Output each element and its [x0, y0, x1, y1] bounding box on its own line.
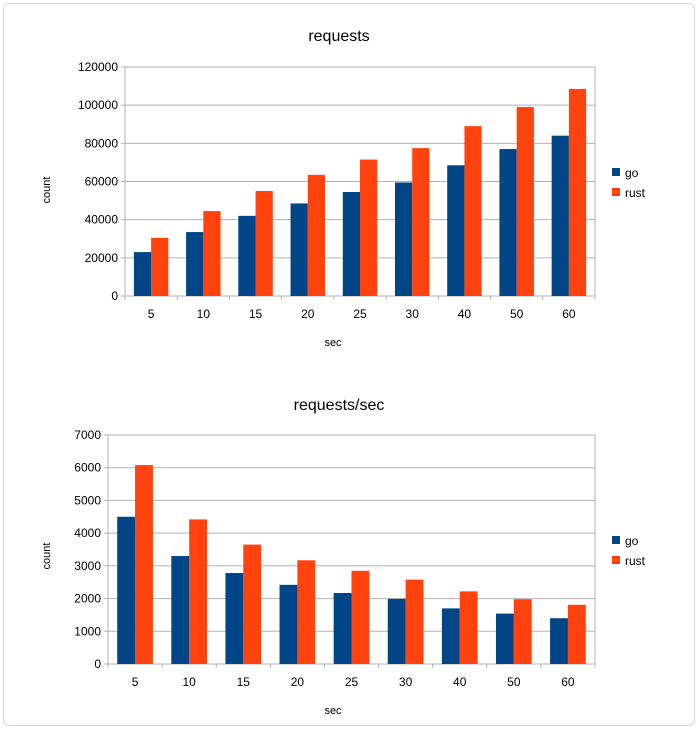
- bar-go: [342, 191, 360, 296]
- legend-label-go: go: [625, 534, 639, 548]
- bar-rust: [459, 591, 478, 664]
- x-tick-label: 20: [291, 675, 305, 689]
- y-tick-label: 1000: [74, 624, 101, 638]
- legend-swatch-rust: [612, 188, 620, 196]
- x-tick-label: 30: [406, 307, 420, 321]
- y-tick-label: 4000: [74, 526, 101, 540]
- x-tick-label: 20: [301, 307, 315, 321]
- bar-rust: [516, 107, 534, 296]
- y-axis-label: count: [41, 177, 53, 204]
- x-ticks: 5 10 15 20 25 30 40 50 60: [124, 296, 596, 321]
- y-tick-label: 6000: [74, 461, 101, 475]
- legend-swatch-go: [612, 168, 620, 176]
- y-tick-label: 120000: [78, 60, 118, 74]
- x-tick-label: 40: [458, 307, 472, 321]
- y-tick-label: 80000: [85, 136, 119, 150]
- x-tick-label: 10: [197, 307, 211, 321]
- bar-go: [290, 203, 308, 296]
- bar-rust: [297, 560, 316, 664]
- bar-rust: [351, 570, 370, 664]
- legend-swatch-rust: [612, 556, 620, 564]
- bar-go: [225, 573, 244, 664]
- y-tick-label: 40000: [85, 213, 119, 227]
- x-tick-label: 50: [507, 675, 521, 689]
- y-tick-label: 7000: [74, 428, 101, 442]
- bars: [133, 88, 587, 297]
- y-tick-label: 0: [94, 657, 101, 671]
- bar-go: [499, 149, 517, 296]
- legend-label-rust: rust: [625, 186, 646, 200]
- bar-rust: [513, 599, 532, 664]
- x-tick-label: 15: [249, 307, 263, 321]
- bar-go: [394, 182, 413, 296]
- bar-rust: [307, 174, 326, 296]
- x-tick-label: 25: [353, 307, 367, 321]
- bar-go: [550, 618, 568, 664]
- y-tick-label: 3000: [74, 559, 101, 573]
- bar-rust: [405, 579, 424, 664]
- bar-rust: [203, 211, 221, 296]
- bar-rust: [464, 126, 482, 297]
- bar-rust: [568, 88, 587, 296]
- y-tick-label: 2000: [74, 592, 101, 606]
- legend-label-go: go: [625, 166, 639, 180]
- bar-go: [279, 584, 298, 664]
- x-tick-label: 30: [399, 675, 413, 689]
- x-tick-label: 10: [182, 675, 196, 689]
- x-tick-label: 60: [561, 675, 575, 689]
- bar-go: [117, 516, 136, 664]
- bar-rust: [360, 159, 378, 296]
- y-ticks: 0 20000 40000 60000 80000 100000 120000: [78, 60, 125, 303]
- chart-title: requests/sec: [294, 397, 385, 414]
- legend: go rust: [612, 534, 646, 568]
- bar-go: [333, 593, 352, 664]
- x-axis-label: sec: [324, 705, 342, 717]
- bar-go: [441, 608, 460, 664]
- y-tick-label: 0: [111, 289, 118, 303]
- bar-rust: [135, 465, 153, 664]
- legend-label-rust: rust: [625, 554, 646, 568]
- y-tick-label: 100000: [78, 98, 118, 112]
- chart-title: requests: [308, 28, 369, 45]
- y-tick-label: 60000: [85, 175, 119, 189]
- bar-go: [238, 215, 256, 296]
- bar-rust: [255, 191, 273, 296]
- bars: [117, 465, 586, 664]
- y-ticks: 0 1000 2000 3000 4000 5000 6000 7000: [74, 428, 108, 671]
- y-tick-label: 20000: [85, 251, 119, 265]
- x-axis-label: sec: [324, 337, 342, 349]
- bar-go: [171, 556, 190, 664]
- bar-go: [387, 598, 406, 664]
- x-tick-label: 15: [237, 675, 251, 689]
- chart-requests-per-sec: requests/sec count sec 0 1000 2000 3000 4000…: [41, 397, 646, 717]
- x-tick-label: 40: [453, 675, 467, 689]
- bar-rust: [189, 519, 208, 664]
- x-tick-label: 5: [148, 307, 155, 321]
- x-tick-label: 5: [132, 675, 139, 689]
- chart-requests: requests count sec 0 20000 40000 60000 80000…: [41, 28, 646, 349]
- bar-rust: [567, 604, 586, 664]
- x-tick-label: 60: [562, 307, 576, 321]
- y-axis-label: count: [41, 543, 53, 570]
- bar-go: [133, 252, 152, 296]
- y-tick-label: 5000: [74, 493, 101, 507]
- bar-go: [495, 613, 514, 664]
- x-tick-label: 50: [510, 307, 524, 321]
- bar-go: [447, 165, 465, 296]
- bar-go: [186, 232, 204, 296]
- x-ticks: 5 10 15 20 25 30 40 50 60: [107, 664, 596, 689]
- bar-rust: [412, 148, 430, 296]
- legend-swatch-go: [612, 536, 620, 544]
- bar-rust: [243, 544, 262, 664]
- legend: go rust: [612, 166, 646, 200]
- x-tick-label: 25: [345, 675, 359, 689]
- bar-rust: [151, 237, 169, 296]
- bar-go: [551, 135, 569, 296]
